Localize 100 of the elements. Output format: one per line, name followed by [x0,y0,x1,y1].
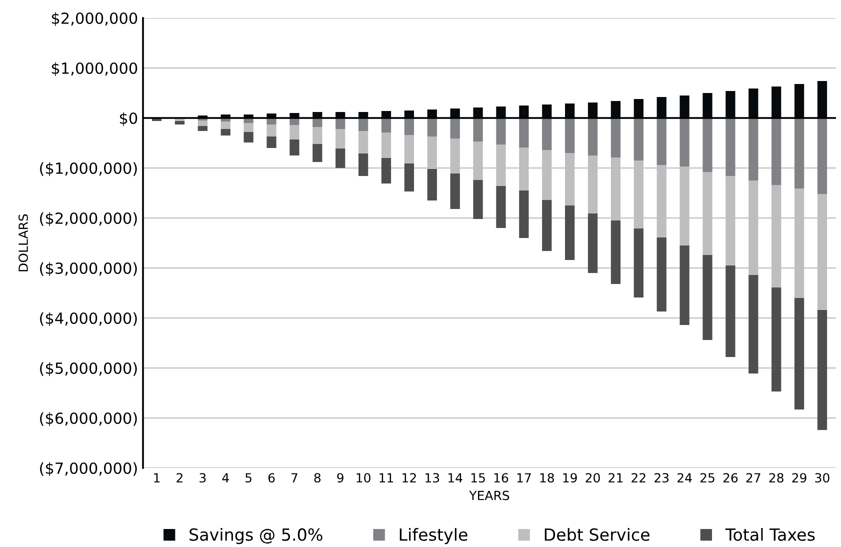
bar [290,140,300,156]
y-tick-label: $1,000,000 [52,62,138,76]
bar [266,136,276,148]
bar [336,148,346,168]
bar [496,118,506,144]
x-tick-label: 28 [769,473,784,483]
y-tick-label: ($6,000,000) [40,412,137,426]
x-tick-label: 11 [380,473,394,482]
bar [427,136,437,169]
x-tick-label: 29 [792,473,806,483]
bar [450,118,460,138]
bar [610,220,621,284]
x-tick-label: 19 [563,473,577,483]
bar [473,142,483,180]
x-tick-label: 8 [314,473,321,483]
bar [404,118,414,135]
bar [450,174,460,209]
x-tick-label: 10 [356,473,370,483]
bar [290,125,300,140]
bar [656,118,666,165]
bar [564,206,575,260]
bar [772,185,782,288]
bar [817,118,828,194]
x-tick-label: 13 [426,473,440,483]
bar [450,138,460,174]
bar [542,118,552,150]
bar [588,118,598,156]
bar [680,118,690,166]
bar [336,118,346,129]
bar [266,124,276,136]
bar [726,176,736,266]
y-axis-title: DOLLARS [18,214,28,272]
y-tick-label: ($2,000,000) [40,212,137,226]
bar [726,266,736,357]
bar [588,156,598,214]
x-tick-label: 21 [608,473,623,482]
bar [427,169,437,200]
x-tick-label: 30 [815,473,830,483]
x-tick-label: 16 [494,473,508,483]
bar [772,118,782,185]
bar [174,121,185,124]
x-tick-label: 7 [292,473,298,482]
legend-label: Debt Service [544,528,650,541]
x-tick-label: 25 [700,473,714,483]
bar [404,135,414,164]
y-tick-label: ($1,000,000) [40,162,137,176]
bar [244,123,254,132]
bar [634,228,644,298]
bar [312,127,322,144]
bar [427,118,437,136]
x-tick-label: 27 [746,473,760,482]
bar [496,144,506,186]
x-tick-label: 9 [337,473,344,483]
legend-label: Savings @ 5.0% [190,528,322,544]
bar [519,118,529,148]
x-tick-label: 23 [654,473,669,483]
bar [336,129,346,148]
bar [748,275,758,374]
bar [358,131,368,154]
bar [817,194,828,310]
bar [702,255,712,340]
x-tick-label: 26 [723,473,738,483]
bar [680,166,690,246]
x-tick-label: 24 [678,473,692,482]
bar [473,118,483,142]
x-tick-label: 1 [154,473,160,482]
bar [610,118,621,158]
bar [794,118,804,188]
x-tick-label: 4 [222,473,229,482]
bar [198,120,208,126]
bar [358,118,368,131]
bar [634,118,644,160]
bar [381,158,392,184]
bar [702,172,712,255]
bar [358,154,368,176]
bar [542,200,552,251]
bar [702,118,712,172]
y-tick-label: $0 [120,112,138,126]
x-tick-label: 14 [448,473,462,482]
bar [404,164,414,192]
x-tick-label: 22 [632,473,646,482]
y-tick-label: ($5,000,000) [40,362,137,376]
bar [656,238,666,312]
x-tick-label: 6 [268,473,275,483]
bar [220,129,230,136]
x-tick-label: 20 [586,473,600,483]
y-tick-label: ($7,000,000) [40,462,137,476]
bar [244,132,254,142]
bar [564,118,575,153]
x-tick-label: 18 [540,473,554,483]
bar [656,165,666,238]
bar [680,246,690,325]
y-tick-label: ($4,000,000) [40,312,137,326]
x-tick-label: 15 [471,473,485,483]
bar [542,150,552,200]
bar [381,118,392,132]
bar [519,190,529,238]
x-tick-label: 17 [517,473,531,482]
bar [772,288,782,392]
legend-label: Total Taxes [725,528,815,541]
